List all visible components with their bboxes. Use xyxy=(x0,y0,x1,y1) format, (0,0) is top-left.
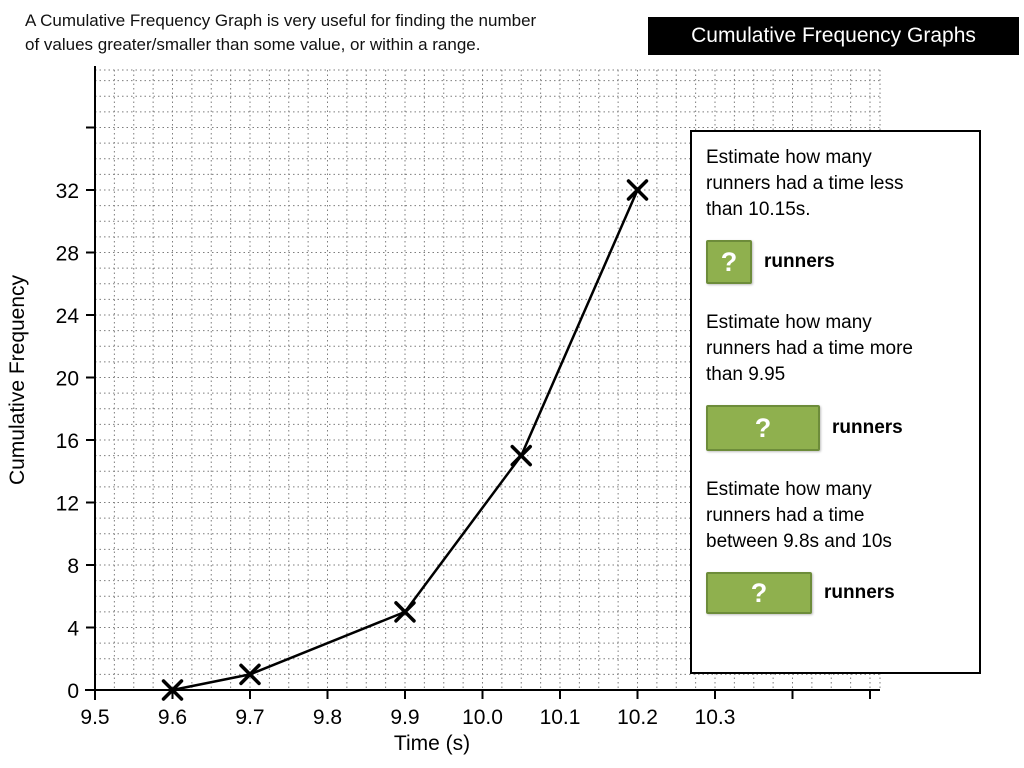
question-3-answer-row: ? runners xyxy=(706,572,965,614)
question-mark: ? xyxy=(720,246,738,277)
question-2: Estimate how many runners had a time mor… xyxy=(706,310,965,451)
y-tick-label: 4 xyxy=(67,618,79,641)
page-title: Cumulative Frequency Graphs xyxy=(691,24,976,47)
x-axis-label: Time (s) xyxy=(394,732,470,755)
data-point-marker xyxy=(161,679,184,701)
question-3-answer-box[interactable]: ? xyxy=(706,572,812,614)
question-3-unit-label: runners xyxy=(824,582,895,603)
data-point-marker xyxy=(626,179,649,201)
x-tick-label: 9.6 xyxy=(158,706,187,729)
intro-text: A Cumulative Frequency Graph is very use… xyxy=(25,11,537,54)
question-2-text: Estimate how many runners had a time mor… xyxy=(706,312,913,385)
x-tick-label: 9.7 xyxy=(235,706,264,729)
y-tick-label: 32 xyxy=(56,180,79,203)
question-2-answer-box[interactable]: ? xyxy=(706,405,820,451)
data-point-marker xyxy=(394,601,416,623)
questions-panel: Estimate how many runners had a time les… xyxy=(690,130,981,674)
y-tick-label: 24 xyxy=(56,305,80,328)
question-2-answer-row: ? runners xyxy=(706,405,965,451)
x-tick-label: 10.1 xyxy=(540,706,581,729)
y-tick-label: 28 xyxy=(56,243,79,266)
question-mark: ? xyxy=(750,577,768,608)
question-mark: ? xyxy=(754,412,772,443)
x-tick-label: 9.5 xyxy=(80,706,109,729)
y-tick-label: 8 xyxy=(67,555,79,578)
question-1-unit-label: runners xyxy=(764,251,835,272)
x-tick-label: 9.8 xyxy=(313,706,342,729)
x-tick-label: 10.0 xyxy=(462,706,503,729)
data-point-marker xyxy=(239,663,261,686)
question-2-unit-label: runners xyxy=(832,417,903,438)
y-tick-label: 0 xyxy=(67,680,79,703)
title-banner: Cumulative Frequency Graphs xyxy=(648,17,1019,55)
question-1-answer-row: ? runners xyxy=(706,240,965,284)
y-tick-label: 16 xyxy=(56,430,79,453)
data-point-marker xyxy=(510,444,532,467)
question-3-text: Estimate how many runners had a time bet… xyxy=(706,479,892,552)
question-1-text: Estimate how many runners had a time les… xyxy=(706,147,904,220)
question-1-answer-box[interactable]: ? xyxy=(706,240,752,284)
x-tick-label: 10.2 xyxy=(617,706,658,729)
question-1: Estimate how many runners had a time les… xyxy=(706,145,965,284)
x-tick-label: 9.9 xyxy=(390,706,419,729)
y-tick-label: 20 xyxy=(56,368,79,391)
y-axis-label: Cumulative Frequency xyxy=(6,274,29,485)
y-tick-label: 12 xyxy=(56,493,79,516)
x-tick-label: 10.3 xyxy=(695,706,736,729)
question-3: Estimate how many runners had a time bet… xyxy=(706,477,965,614)
